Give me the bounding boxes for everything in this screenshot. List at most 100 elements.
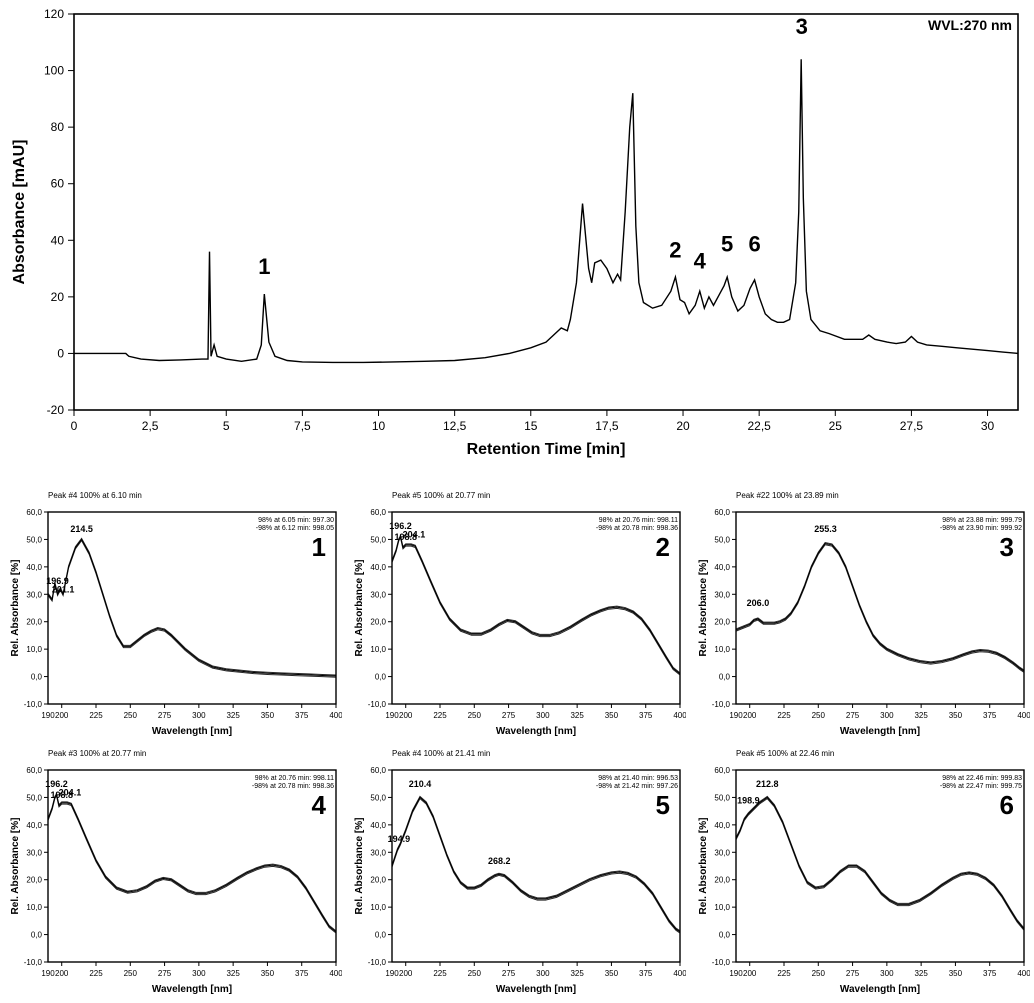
svg-text:350: 350 xyxy=(261,969,275,978)
svg-text:20: 20 xyxy=(676,419,690,433)
svg-text:300: 300 xyxy=(536,711,550,720)
svg-text:275: 275 xyxy=(846,711,860,720)
svg-text:-10,0: -10,0 xyxy=(24,958,43,967)
svg-text:60,0: 60,0 xyxy=(370,766,386,775)
svg-text:400: 400 xyxy=(1017,969,1030,978)
svg-text:0,0: 0,0 xyxy=(31,931,43,940)
svg-text:350: 350 xyxy=(605,969,619,978)
svg-text:-20: -20 xyxy=(47,403,65,417)
svg-text:-10,0: -10,0 xyxy=(712,700,731,709)
svg-text:17,5: 17,5 xyxy=(595,419,619,433)
spectrum-svg-6: Peak #5 100% at 22.46 min98% at 22.46 mi… xyxy=(694,746,1030,996)
spectrum-number: 3 xyxy=(1000,532,1014,562)
spectrum-trace xyxy=(736,799,1024,931)
svg-text:20,0: 20,0 xyxy=(26,618,42,627)
svg-text:375: 375 xyxy=(639,711,653,720)
svg-text:40,0: 40,0 xyxy=(714,821,730,830)
spectrum-svg-1: Peak #4 100% at 6.10 min98% at 6.05 min:… xyxy=(6,488,342,738)
svg-text:190: 190 xyxy=(729,969,743,978)
svg-text:400: 400 xyxy=(329,969,342,978)
spectrum-peak-annotation: 201.1 xyxy=(52,584,75,594)
svg-text:325: 325 xyxy=(226,969,240,978)
spectrum-meta: 98% at 21.40 min: 996.53 xyxy=(598,775,678,782)
spectrum-panel-5: Peak #4 100% at 21.41 min 98% at 21.40 mi… xyxy=(350,746,686,996)
svg-text:40,0: 40,0 xyxy=(370,821,386,830)
svg-text:200: 200 xyxy=(399,969,413,978)
svg-text:0,0: 0,0 xyxy=(31,673,43,682)
spectrum-number: 4 xyxy=(312,790,327,820)
spectrum-panel-4: Peak #3 100% at 20.77 min 98% at 20.76 mi… xyxy=(6,746,342,996)
svg-text:325: 325 xyxy=(226,711,240,720)
spectrum-meta: -98% at 23.90 min: 999.92 xyxy=(940,525,1022,532)
svg-text:40,0: 40,0 xyxy=(26,563,42,572)
svg-text:250: 250 xyxy=(124,969,138,978)
svg-text:12,5: 12,5 xyxy=(443,419,467,433)
spectrum-title: Peak #3 100% at 20.77 min xyxy=(48,749,146,758)
svg-text:190: 190 xyxy=(385,969,399,978)
svg-text:60,0: 60,0 xyxy=(370,508,386,517)
svg-text:40,0: 40,0 xyxy=(26,821,42,830)
svg-text:400: 400 xyxy=(673,711,686,720)
svg-text:20,0: 20,0 xyxy=(370,618,386,627)
svg-text:190: 190 xyxy=(41,969,55,978)
figure-page: { "main": { "wvl_label": "WVL:270 nm", "… xyxy=(0,0,1034,1003)
svg-text:250: 250 xyxy=(468,969,482,978)
spectrum-trace xyxy=(392,797,680,931)
svg-text:250: 250 xyxy=(812,969,826,978)
svg-text:350: 350 xyxy=(261,711,275,720)
spectrum-xlabel: Wavelength [nm] xyxy=(496,984,576,995)
spectrum-panel-3: Peak #22 100% at 23.89 min98% at 23.88 m… xyxy=(694,488,1030,738)
svg-text:30,0: 30,0 xyxy=(370,590,386,599)
svg-text:200: 200 xyxy=(399,711,413,720)
svg-text:2,5: 2,5 xyxy=(142,419,159,433)
chromatogram-trace xyxy=(74,59,1018,362)
spectrum-svg-2: Peak #5 100% at 20.77 min98% at 20.76 mi… xyxy=(350,488,686,738)
svg-text:10,0: 10,0 xyxy=(370,645,386,654)
spectrum-trace xyxy=(392,796,680,930)
svg-text:30,0: 30,0 xyxy=(714,848,730,857)
spectrum-ylabel: Rel. Absorbance [%] xyxy=(10,818,21,915)
spectrum-meta: -98% at 20.78 min: 998.36 xyxy=(252,783,334,790)
spectrum-peak-annotation: 204.1 xyxy=(59,787,82,797)
peak-label: 6 xyxy=(748,232,760,257)
spectrum-peak-annotation: 212.8 xyxy=(756,779,779,789)
spectrum-xlabel: Wavelength [nm] xyxy=(152,984,232,995)
svg-text:30,0: 30,0 xyxy=(26,590,42,599)
svg-text:225: 225 xyxy=(777,969,791,978)
spectrum-title: Peak #4 100% at 21.41 min xyxy=(392,749,490,758)
peak-label: 3 xyxy=(796,14,808,39)
spectrum-peak-annotation: 204.1 xyxy=(403,529,426,539)
svg-text:50,0: 50,0 xyxy=(714,535,730,544)
main-chromatogram-svg: -2002040608010012002,557,51012,51517,520… xyxy=(4,2,1030,462)
peak-label: 2 xyxy=(669,237,681,262)
svg-text:375: 375 xyxy=(295,711,309,720)
svg-text:50,0: 50,0 xyxy=(370,793,386,802)
svg-text:30,0: 30,0 xyxy=(26,848,42,857)
svg-text:40,0: 40,0 xyxy=(714,563,730,572)
spectrum-trace xyxy=(48,796,336,933)
svg-text:50,0: 50,0 xyxy=(370,535,386,544)
svg-text:20,0: 20,0 xyxy=(714,618,730,627)
svg-text:275: 275 xyxy=(846,969,860,978)
spectrum-svg-3: Peak #22 100% at 23.89 min98% at 23.88 m… xyxy=(694,488,1030,738)
spectrum-trace xyxy=(392,799,680,933)
svg-text:225: 225 xyxy=(89,711,103,720)
spectrum-xlabel: Wavelength [nm] xyxy=(840,984,920,995)
svg-text:275: 275 xyxy=(502,711,516,720)
svg-text:400: 400 xyxy=(673,969,686,978)
svg-text:22,5: 22,5 xyxy=(747,419,771,433)
spectrum-number: 6 xyxy=(1000,790,1014,820)
svg-text:20: 20 xyxy=(51,290,65,304)
svg-text:27,5: 27,5 xyxy=(900,419,924,433)
svg-text:200: 200 xyxy=(55,711,69,720)
spectrum-meta: 98% at 20.76 min: 998.11 xyxy=(255,775,334,782)
svg-text:325: 325 xyxy=(914,969,928,978)
svg-text:225: 225 xyxy=(777,711,791,720)
spectrum-title: Peak #5 100% at 20.77 min xyxy=(392,491,490,500)
spectrum-title: Peak #5 100% at 22.46 min xyxy=(736,749,834,758)
spectrum-peak-annotation: 214.5 xyxy=(70,524,93,534)
svg-text:375: 375 xyxy=(983,711,997,720)
svg-text:200: 200 xyxy=(743,711,757,720)
spectrum-meta: 98% at 23.88 min: 999.79 xyxy=(942,517,1022,524)
spectrum-trace xyxy=(392,538,680,675)
